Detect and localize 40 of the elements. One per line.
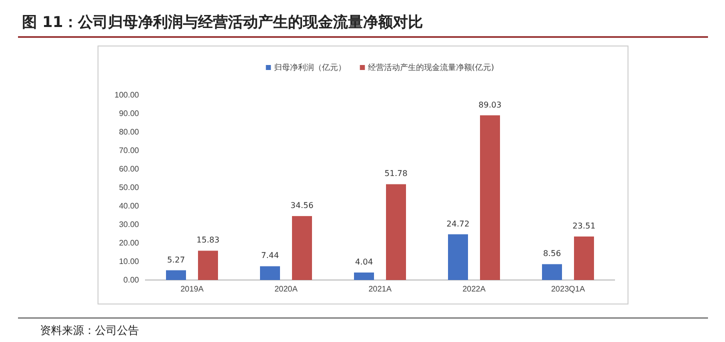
legend-label: 归母净利润（亿元） — [274, 63, 346, 72]
y-tick-label: 0.00 — [123, 276, 140, 285]
y-tick-label: 20.00 — [118, 238, 140, 248]
x-tick-label: 2021A — [368, 284, 392, 294]
chart-title: 图 11：公司归母净利润与经营活动产生的现金流量净额对比 — [22, 13, 424, 31]
x-tick-label: 2022A — [462, 284, 486, 294]
bar — [542, 264, 562, 280]
y-tick-label: 70.00 — [118, 146, 140, 156]
data-label: 89.03 — [478, 100, 502, 110]
data-label: 15.83 — [196, 236, 220, 245]
legend-label: 经营活动产生的现金流量净额(亿元) — [368, 63, 494, 72]
x-tick-label: 2019A — [180, 284, 204, 294]
bar — [166, 270, 186, 280]
data-label: 23.51 — [572, 222, 596, 231]
y-tick-label: 100.00 — [114, 90, 140, 100]
data-label: 7.44 — [261, 251, 279, 260]
bar — [260, 266, 280, 280]
y-tick-label: 90.00 — [118, 109, 140, 118]
bar — [574, 236, 594, 280]
text: 资料来源：公司公告 — [40, 324, 139, 337]
y-tick-label: 50.00 — [118, 183, 140, 192]
y-tick-label: 80.00 — [118, 128, 140, 137]
y-tick-label: 10.00 — [118, 257, 140, 266]
x-tick-label: 2023Q1A — [551, 284, 586, 294]
y-tick-label: 40.00 — [118, 202, 140, 211]
bar — [198, 250, 218, 280]
y-tick-label: 30.00 — [118, 220, 140, 230]
data-label: 24.72 — [446, 219, 470, 228]
data-label: 51.78 — [384, 169, 408, 178]
bar — [386, 184, 406, 280]
data-label: 4.04 — [355, 258, 373, 267]
y-tick-label: 60.00 — [118, 164, 140, 174]
bar — [292, 216, 312, 280]
data-label: 5.27 — [167, 255, 185, 264]
bar — [480, 115, 500, 280]
data-label: 8.56 — [543, 249, 561, 258]
bar — [354, 272, 374, 280]
data-label: 34.56 — [290, 201, 314, 210]
x-tick-label: 2020A — [274, 284, 298, 294]
bar — [448, 234, 468, 280]
